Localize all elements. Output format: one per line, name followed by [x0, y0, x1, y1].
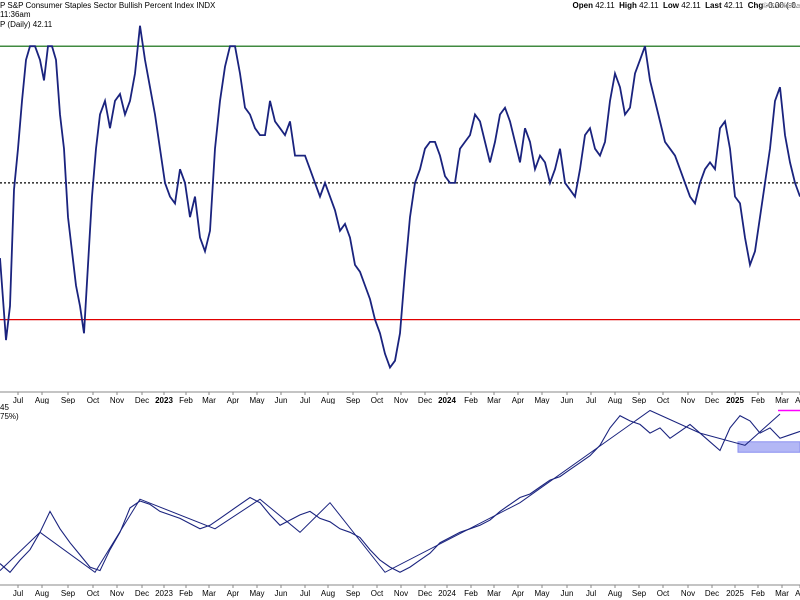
x-tick-label: Jun [275, 396, 288, 404]
last-value: 42.11 [723, 1, 744, 10]
high-value: 42.11 [639, 1, 659, 10]
x-tick-label: Jun [275, 589, 288, 598]
x-tick-label: Dec [135, 589, 149, 598]
chart-header: P S&P Consumer Staples Sector Bullish Pe… [0, 0, 800, 12]
x-tick-label: Ap [795, 396, 800, 404]
x-tick-label: Dec [705, 396, 719, 404]
x-tick-label: Feb [179, 589, 193, 598]
x-tick-label: 2025 [726, 396, 744, 404]
x-tick-label: 2025 [726, 589, 744, 598]
x-tick-label: 2023 [155, 396, 173, 404]
x-tick-label: Feb [751, 589, 765, 598]
x-tick-label: Sep [61, 589, 76, 598]
x-tick-label: Nov [681, 589, 695, 598]
x-tick-label: Feb [751, 396, 765, 404]
x-tick-label: Sep [346, 396, 361, 404]
x-tick-label: Sep [61, 396, 76, 404]
x-tick-label: 2023 [155, 589, 173, 598]
x-tick-label: Oct [657, 589, 670, 598]
bpi-series-line [0, 25, 800, 370]
x-tick-label: Mar [775, 396, 789, 404]
ohlc-readout: Open 42.11 High 42.11 Low 42.11 Last 42.… [573, 0, 798, 12]
last-label: Last [705, 1, 722, 10]
low-value: 42.11 [681, 1, 701, 10]
x-tick-label: Mar [202, 396, 216, 404]
x-tick-label: May [249, 589, 264, 598]
x-tick-label: Apr [512, 589, 525, 598]
price-series-line [0, 415, 800, 574]
x-tick-label: May [534, 396, 549, 404]
x-tick-label: Jul [13, 396, 23, 404]
x-tick-label: Aug [608, 396, 622, 404]
x-tick-label: Mar [202, 589, 216, 598]
low-label: Low [663, 1, 680, 10]
x-tick-label: Nov [681, 396, 695, 404]
upper-chart: Jul Aug Sep Oct Nov Dec 2023 Feb Mar Apr May Jun Jul… [0, 25, 800, 404]
x-tick-label: Oct [657, 396, 670, 404]
support-band [737, 441, 800, 453]
x-tick-label: Ap [795, 589, 800, 598]
x-tick-label: Jul [300, 396, 310, 404]
x-tick-label: Jul [586, 589, 596, 598]
watermark: © StockCha [762, 3, 800, 10]
x-tick-label: Dec [418, 589, 432, 598]
x-tick-label: Apr [512, 396, 525, 404]
x-tick-label: Oct [371, 589, 384, 598]
x-tick-label: Feb [179, 396, 193, 404]
high-label: High [619, 1, 637, 10]
x-tick-label: Sep [346, 589, 361, 598]
x-tick-label: Jul [300, 589, 310, 598]
x-tick-label: Feb [464, 589, 478, 598]
x-tick-label: Nov [110, 589, 124, 598]
timestamp: 11:36am [0, 10, 31, 19]
lower-legend-2: 75%) [0, 412, 19, 421]
x-tick-label: Aug [321, 396, 335, 404]
x-tick-label: Oct [371, 396, 384, 404]
x-tick-label: Mar [487, 589, 501, 598]
chart-title: P S&P Consumer Staples Sector Bullish Pe… [0, 1, 216, 10]
zigzag-series-line [0, 409, 781, 574]
x-tick-label: Nov [394, 396, 408, 404]
x-tick-label: Dec [135, 396, 149, 404]
x-tick-label: Aug [321, 589, 335, 598]
x-tick-label: Mar [775, 589, 789, 598]
x-tick-label: Oct [87, 589, 100, 598]
x-tick-label: Sep [632, 589, 647, 598]
x-tick-label: Jul [586, 396, 596, 404]
x-tick-label: May [534, 589, 549, 598]
x-tick-label: Apr [227, 589, 240, 598]
open-label: Open [572, 1, 593, 10]
x-tick-label: May [249, 396, 264, 404]
x-tick-label: Dec [705, 589, 719, 598]
x-tick-label: Aug [35, 396, 49, 404]
x-tick-label: 2024 [438, 589, 456, 598]
x-tick-label: Mar [487, 396, 501, 404]
chg-value: -0.00 (-0. [765, 1, 798, 10]
x-tick-label: Sep [632, 396, 647, 404]
x-tick-label: 2024 [438, 396, 456, 404]
x-tick-label: Aug [35, 589, 49, 598]
x-tick-label: Jun [561, 396, 574, 404]
open-value: 42.11 [595, 1, 615, 10]
x-tick-label: Nov [394, 589, 408, 598]
series-legend: P (Daily) 42.11 [0, 20, 53, 29]
x-tick-label: Apr [227, 396, 240, 404]
lower-legend-1: 45 [0, 403, 9, 412]
x-tick-label: Nov [110, 396, 124, 404]
x-tick-label: Feb [464, 396, 478, 404]
x-tick-label: Aug [608, 589, 622, 598]
x-tick-label: Dec [418, 396, 432, 404]
x-tick-label: Jun [561, 589, 574, 598]
lower-chart: Jul Aug Sep Oct Nov Dec 2023 Feb Mar Apr May Jun Jul… [0, 409, 800, 598]
chg-label: Chg [747, 1, 764, 10]
x-tick-label: Jul [13, 589, 23, 598]
x-tick-label: Oct [87, 396, 100, 404]
